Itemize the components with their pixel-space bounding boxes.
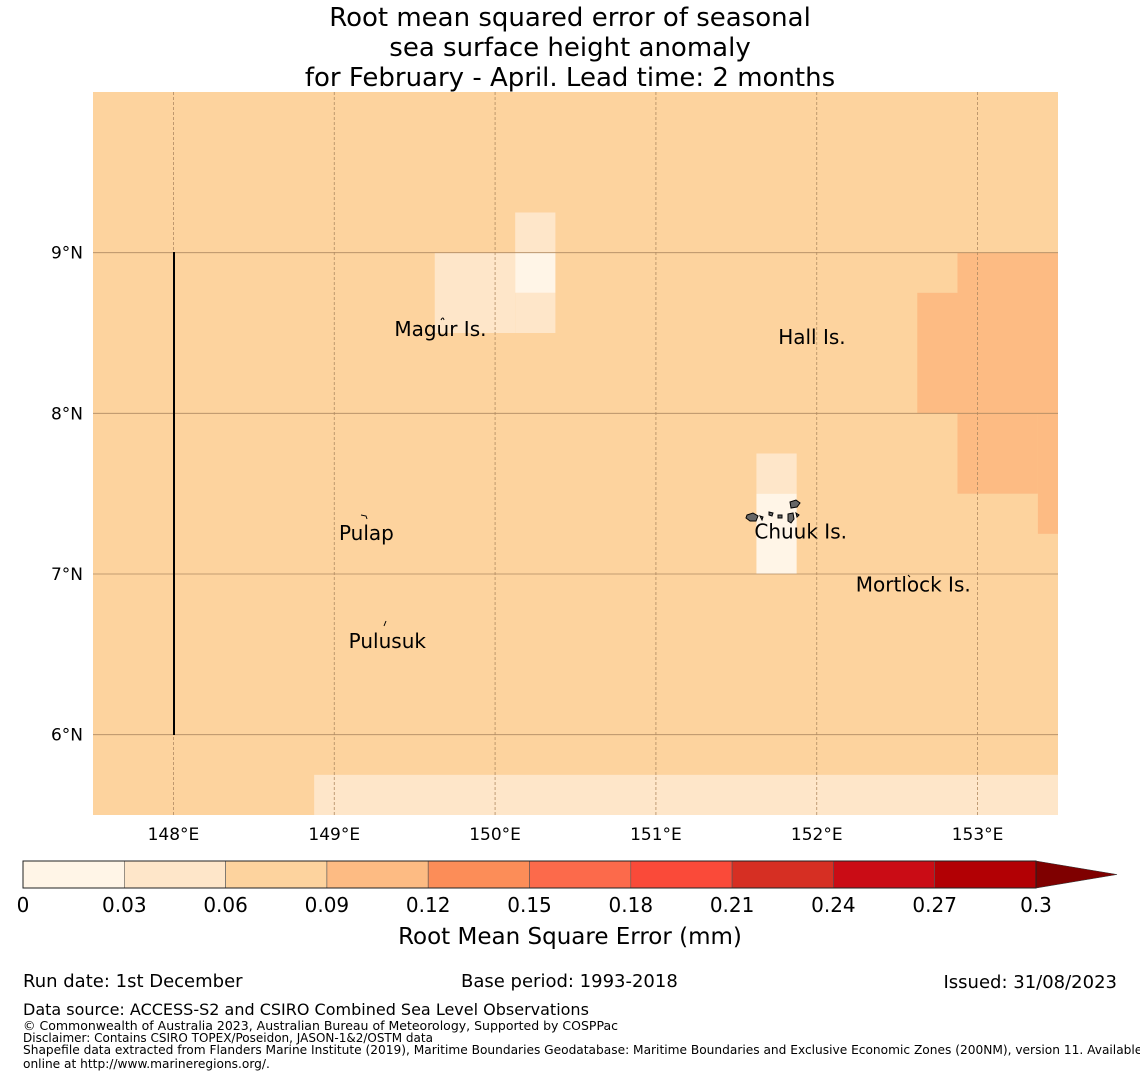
- colorbar-swatch-7: [731, 860, 834, 889]
- colorbar-swatch-2: [225, 860, 328, 889]
- colorbar-swatch-4: [427, 860, 530, 889]
- colorbar-swatch-5: [529, 860, 632, 889]
- colorbar-swatch-9: [934, 860, 1037, 889]
- error-bin-3: [515, 252, 556, 293]
- error-bins: [314, 212, 1058, 815]
- colorbar-tick-label: 0.24: [811, 893, 856, 917]
- colorbar-swatch-8: [833, 860, 936, 889]
- mortlock-island: [907, 574, 911, 578]
- colorbar-tick-label: 0.21: [710, 893, 755, 917]
- lon-tick-label: 152°E: [791, 825, 843, 845]
- lat-tick-label: 6°N: [51, 726, 83, 746]
- colorbar-tick-label: 0.15: [507, 893, 552, 917]
- colorbar-extend-arrow: [1035, 860, 1118, 889]
- colorbar-swatch-1: [124, 860, 226, 889]
- island-outlines: [360, 317, 911, 627]
- error-bin-8: [917, 292, 958, 414]
- colorbar-swatch-3: [326, 860, 429, 889]
- lon-tick-label: 151°E: [630, 825, 682, 845]
- chuuk-islands: [745, 499, 801, 524]
- title-line-3: for February - April. Lead time: 2 month…: [304, 63, 836, 93]
- colorbar-tick-label: 0: [17, 893, 30, 917]
- axis-tick-labels: 148°E 149°E 150°E 151°E 152°E 153°E 9°N 8°N 7°N 6…: [51, 244, 1003, 845]
- disclaimer: Disclaimer: Contains CSIRO TOPEX/Poseido…: [23, 1031, 433, 1045]
- title-line-2: sea surface height anomaly: [389, 33, 751, 63]
- place-label: Pulusuk: [349, 629, 427, 653]
- colorbar-tick-label: 0.06: [203, 893, 248, 917]
- colorbar-swatch-6: [630, 860, 733, 889]
- place-label: Pulap: [339, 521, 394, 545]
- colorbar-tick-label: 0.3: [1020, 893, 1052, 917]
- error-bin-10: [1037, 413, 1058, 534]
- place-label: Magur Is.: [394, 317, 486, 341]
- pulap-island: [360, 514, 368, 520]
- map-area: [93, 92, 1058, 815]
- colorbar-outline: [22, 860, 1037, 889]
- error-bin-0: [434, 252, 516, 333]
- error-bin-9: [957, 413, 1038, 494]
- lon-tick-label: 149°E: [308, 825, 360, 845]
- colorbar-tick-label: 0.09: [305, 893, 350, 917]
- error-bin-6: [314, 774, 1058, 815]
- colorbar-tick-label: 0.03: [102, 893, 147, 917]
- place-label: Chuuk Is.: [754, 520, 847, 544]
- colorbar-swatch-0: [22, 860, 125, 889]
- place-label: Mortlock Is.: [856, 573, 971, 597]
- colorbar-tick-label: 0.12: [406, 893, 451, 917]
- map-background: [93, 92, 1058, 815]
- error-bin-2: [515, 212, 556, 253]
- magur-island: [440, 317, 445, 321]
- map-figure: Magur Is. Hall Is. Pulap Chuuk Is. Mortlock …: [17, 92, 1118, 950]
- data-source: Data source: ACCESS-S2 and CSIRO Combine…: [23, 1000, 589, 1019]
- lon-tick-label: 150°E: [469, 825, 521, 845]
- lat-tick-label: 8°N: [51, 404, 83, 424]
- error-bin-4: [756, 453, 797, 494]
- shapefile-credit-line-2: online at http://www.marineregions.org/.: [23, 1057, 270, 1071]
- run-date: Run date: 1st December: [23, 971, 243, 992]
- shapefile-credit-line-1: Shapefile data extracted from Flanders M…: [23, 1043, 1140, 1057]
- lat-tick-label: 9°N: [51, 244, 83, 264]
- pulusuk-island: [383, 620, 387, 627]
- colorbar: 0 0.03 0.06 0.09 0.12 0.15 0.18 0.21 0.24 0.27 0.3: [17, 860, 1118, 917]
- lat-tick-label: 7°N: [51, 565, 83, 585]
- copyright: © Commonwealth of Australia 2023, Austra…: [23, 1018, 618, 1033]
- colorbar-label: Root Mean Square Error (mm): [398, 924, 742, 950]
- error-bin-7: [957, 252, 1058, 414]
- base-period: Base period: 1993-2018: [461, 971, 678, 992]
- error-bin-1: [515, 292, 556, 333]
- error-bin-5: [756, 493, 797, 574]
- lon-tick-label: 153°E: [952, 825, 1004, 845]
- issued-date: Issued: 31/08/2023: [943, 972, 1117, 993]
- place-labels: Magur Is. Hall Is. Pulap Chuuk Is. Mortlock …: [339, 317, 971, 653]
- place-label: Hall Is.: [778, 325, 845, 349]
- title-line-1: Root mean squared error of seasonal: [329, 3, 811, 33]
- colorbar-tick-label: 0.27: [912, 893, 957, 917]
- colorbar-tick-label: 0.18: [609, 893, 654, 917]
- lon-tick-label: 148°E: [148, 825, 200, 845]
